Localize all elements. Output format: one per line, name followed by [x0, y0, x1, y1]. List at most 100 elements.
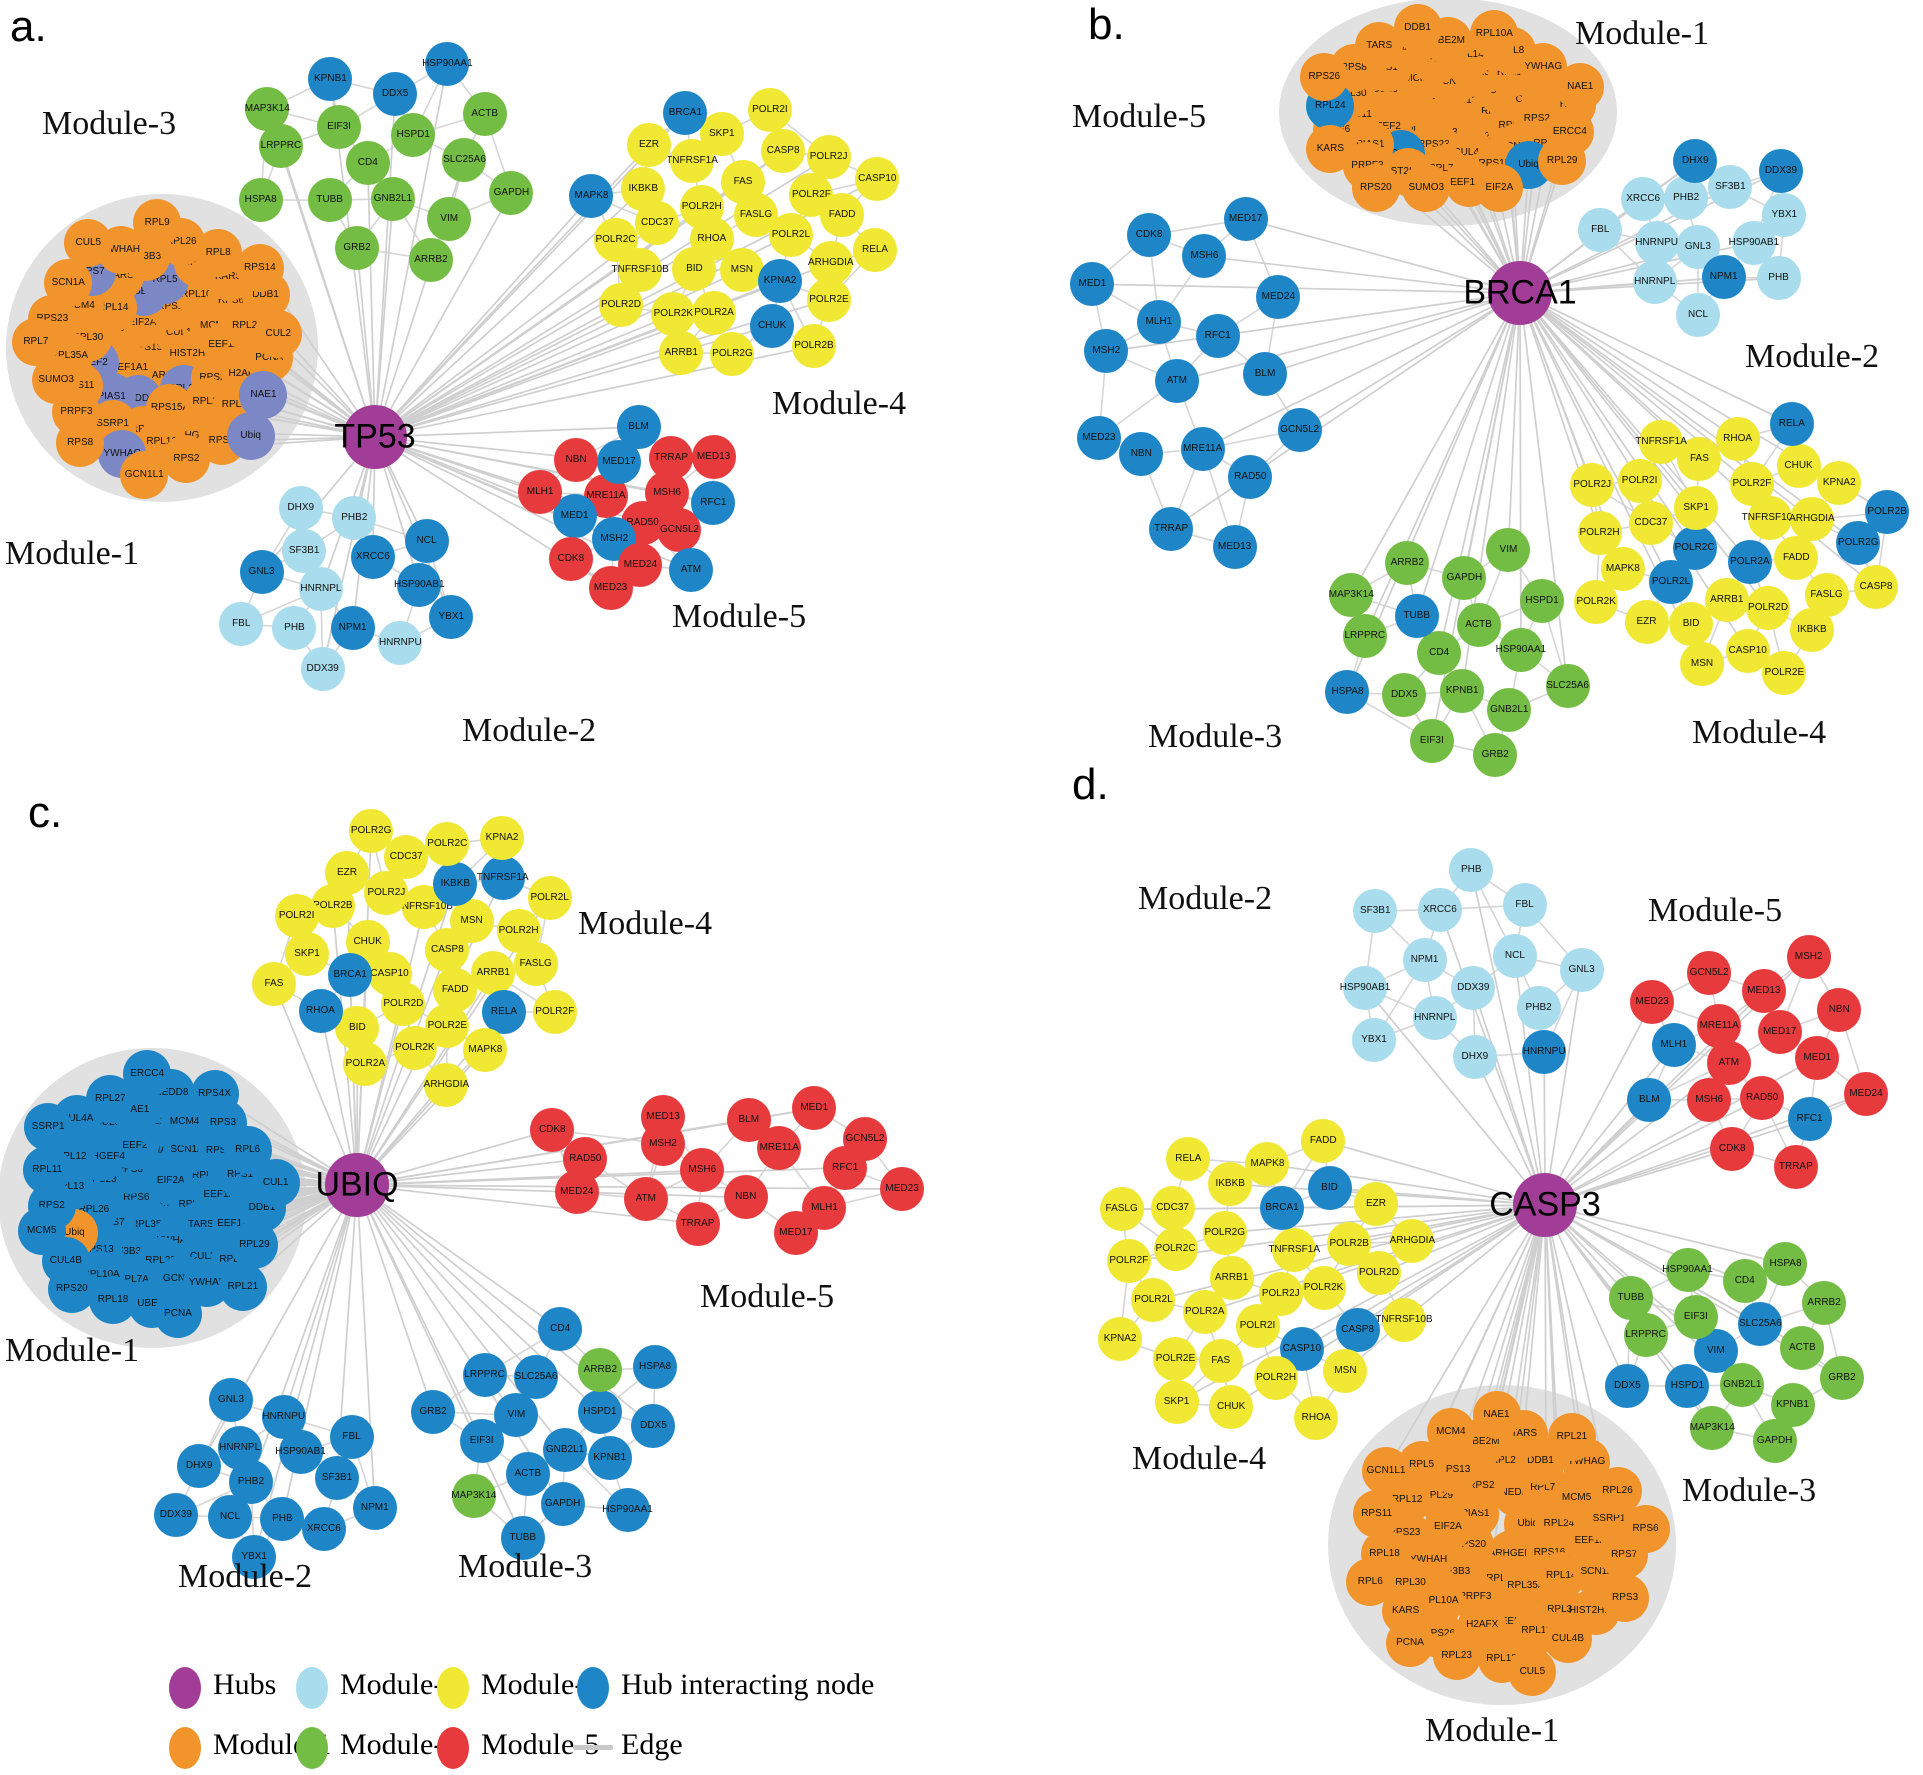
module-label-module-1: Module-1	[1425, 1712, 1560, 1749]
gene-node-med1: MED1	[1070, 262, 1115, 307]
gene-node-atm: ATM	[623, 1176, 668, 1221]
gene-node-cdc37: CDC37	[1628, 500, 1673, 545]
gene-node-casp8: CASP8	[1854, 565, 1899, 610]
module-label-module-2: Module-2	[462, 712, 597, 749]
gene-node-atm: ATM	[1154, 358, 1199, 403]
gene-node-ercc4: ERCC4	[123, 1050, 172, 1099]
gene-node-bid: BID	[1307, 1166, 1352, 1211]
gene-node-polr2j: POLR2J	[364, 871, 409, 916]
gene-node-med23: MED23	[1076, 415, 1121, 460]
gene-node-rfc1: RFC1	[1787, 1097, 1832, 1142]
gene-node-ikbkb: IKBKB	[433, 861, 478, 906]
gene-node-actb: ACTB	[505, 1451, 550, 1496]
gene-node-polr2k: POLR2K	[651, 292, 696, 337]
gene-node-med13: MED13	[1212, 524, 1257, 569]
module-label-module-4: Module-4	[1692, 714, 1827, 751]
gene-node-gapdh: GAPDH	[1752, 1418, 1797, 1463]
gene-node-eif2a: EIF2A	[1475, 163, 1524, 212]
gene-node-fas: FAS	[721, 160, 766, 205]
gene-node-rad50: RAD50	[1740, 1076, 1785, 1121]
gene-node-rela: RELA	[481, 989, 526, 1034]
gene-node-arrb2: ARRB2	[578, 1348, 623, 1393]
gene-node-polr2i: POLR2I	[1235, 1304, 1280, 1349]
gene-node-polr2h: POLR2H	[679, 185, 724, 230]
module-label-module-3: Module-3	[458, 1548, 593, 1585]
gene-node-trrap: TRRAP	[1149, 507, 1194, 552]
hub-label-tp53: TP53	[334, 417, 416, 456]
gene-node-msh2: MSH2	[1084, 329, 1129, 374]
module-label-module-3: Module-3	[42, 105, 177, 142]
gene-node-ddb1: DDB1	[1393, 4, 1442, 53]
gene-node-ncl: NCL	[1676, 292, 1721, 337]
gene-node-slc25a6: SLC25A6	[1738, 1301, 1783, 1346]
gene-node-hnrnpu: HNRNPU	[378, 621, 423, 666]
gene-node-rfc1: RFC1	[691, 481, 736, 526]
gene-node-dhx9: DHX9	[278, 485, 323, 530]
panel-letter: c.	[28, 788, 63, 837]
gene-node-polr2k: POLR2K	[1574, 580, 1619, 625]
module-label-module-2: Module-2	[178, 1558, 313, 1595]
gene-node-ncl: NCL	[208, 1494, 253, 1539]
gene-node-rpl29: RPL29	[1538, 136, 1587, 185]
gene-node-rpl18: RPL18	[89, 1276, 138, 1325]
gene-node-cul5: CUL5	[1508, 1647, 1557, 1696]
gene-node-eif3i: EIF3I	[1409, 718, 1454, 763]
gene-node-polr2e: POLR2E	[807, 277, 851, 322]
gene-node-polr2f: POLR2F	[532, 990, 577, 1035]
gene-node-sf3b1: SF3B1	[1708, 165, 1753, 210]
gene-node-trrap: TRRAP	[1773, 1144, 1818, 1189]
gene-node-fbl: FBL	[1578, 208, 1623, 253]
gene-node-dhx9: DHX9	[1452, 1034, 1497, 1079]
gene-node-rpl9: RPL9	[133, 199, 182, 248]
gene-node-gapdh: GAPDH	[489, 170, 534, 215]
gene-node-hsp90aa1: HSP90AA1	[1662, 1248, 1713, 1293]
gene-node-polr2e: POLR2E	[1762, 651, 1807, 696]
gene-node-ybx1: YBX1	[232, 1535, 277, 1580]
gene-node-rhoa: RHOA	[1294, 1395, 1339, 1440]
gene-node-fbl: FBL	[329, 1414, 374, 1459]
gene-node-ezr: EZR	[627, 123, 671, 168]
gene-node-hspa8: HSPA8	[238, 177, 283, 222]
gene-node-pcna: PCNA	[1386, 1618, 1435, 1667]
gene-node-kpnb1: KPNB1	[308, 56, 353, 101]
gene-node-casp8: CASP8	[761, 129, 806, 174]
gene-node-cdc37: CDC37	[384, 834, 429, 879]
gene-node-rhoa: RHOA	[298, 988, 343, 1033]
gene-node-polr2g: POLR2G	[710, 331, 755, 376]
gene-node-med23: MED23	[1630, 980, 1675, 1025]
gene-node-dhx9: DHX9	[1673, 138, 1718, 183]
legend-swatch-module5	[437, 1727, 469, 1769]
gene-node-npm1: NPM1	[330, 606, 375, 651]
gene-node-polr2a: POLR2A	[1727, 540, 1772, 585]
module-label-module-4: Module-4	[1132, 1440, 1267, 1477]
gene-node-hsp90ab1: HSP90AB1	[394, 562, 445, 607]
gene-node-hnrnpl: HNRNPL	[298, 567, 343, 612]
gene-node-lrpprc: LRPPRC	[462, 1352, 507, 1397]
gene-node-rps14: RPS14	[235, 244, 284, 293]
gene-node-gcn1l1: GCN1L1	[120, 450, 169, 499]
gene-node-phb2: PHB2	[1664, 176, 1709, 221]
gene-node-msn: MSN	[719, 248, 764, 293]
gene-node-ssrp1: SSRP1	[24, 1102, 73, 1151]
gene-node-gnb2l1: GNB2L1	[1487, 687, 1532, 732]
gene-node-msn: MSN	[1323, 1349, 1368, 1393]
gene-node-phb: PHB	[1449, 847, 1494, 892]
gene-node-ddx5: DDX5	[631, 1403, 676, 1448]
gene-node-ddx5: DDX5	[373, 72, 418, 117]
gene-node-rps2: RPS2	[162, 435, 211, 484]
legend-swatch-module1	[169, 1727, 201, 1769]
gene-node-gapdh: GAPDH	[1442, 556, 1487, 601]
gene-node-cdc37: CDC37	[1150, 1185, 1195, 1230]
gene-node-hsp90aa1: HSP90AA1	[422, 42, 473, 87]
gene-node-med24: MED24	[1256, 274, 1301, 319]
gene-node-actb: ACTB	[1456, 603, 1501, 648]
gene-node-map3k14: MAP3K14	[1329, 572, 1374, 617]
gene-node-polr2c: POLR2C	[593, 218, 638, 262]
gene-node-ikbkb: IKBKB	[1789, 608, 1834, 653]
gene-node-hspd1: HSPD1	[1665, 1364, 1710, 1409]
gene-node-polr2f: POLR2F	[1729, 461, 1774, 506]
legend-swatch-module4	[437, 1667, 469, 1709]
gene-node-vim: VIM	[427, 196, 472, 241]
gene-node-msn: MSN	[449, 899, 494, 944]
gene-node-hnrnpl: HNRNPL	[1632, 259, 1677, 304]
